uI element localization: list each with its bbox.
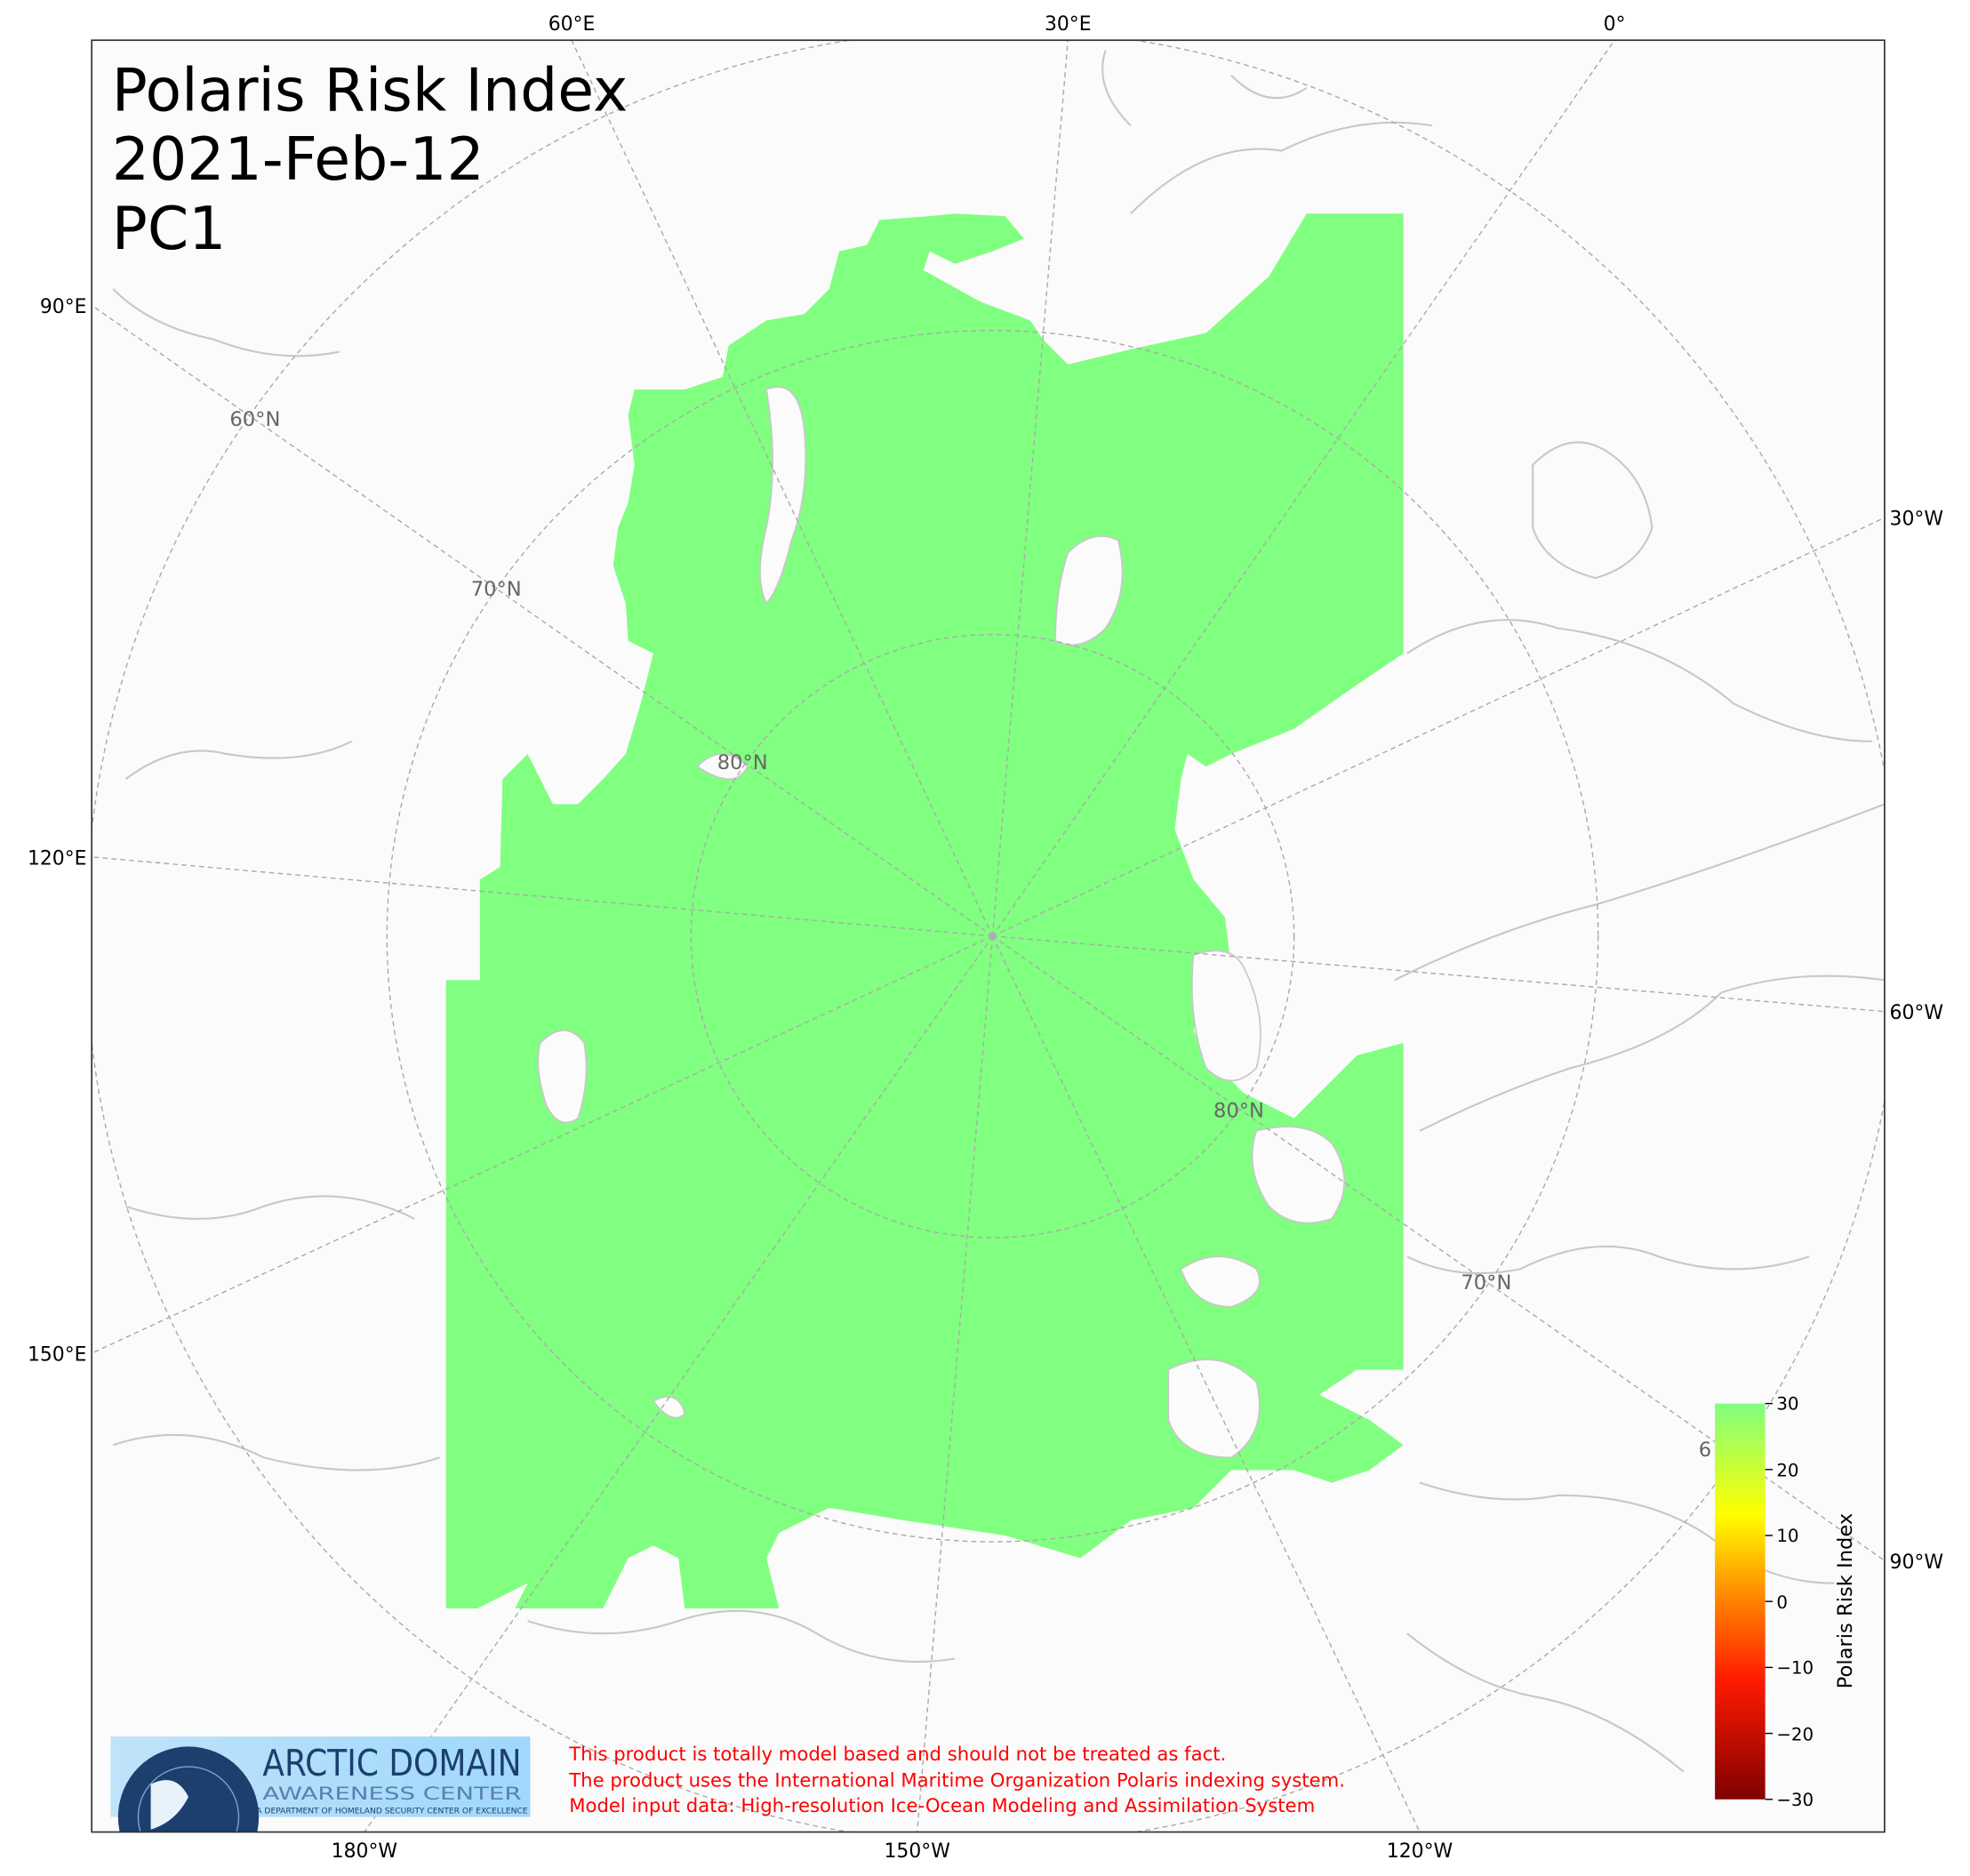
lon-label-right: 90°W (1890, 1551, 1943, 1574)
lon-label-bottom: 150°W (884, 1840, 949, 1863)
lon-label-top: 30°E (1045, 13, 1092, 36)
colorbar: 30 20 10 0 −10 −20 −30 Polaris Risk Inde… (1715, 1394, 1857, 1810)
disclaimer-line-1: This product is totally model based and … (568, 1743, 1226, 1765)
sea-ice-field (445, 213, 1404, 1608)
lon-label-bottom: 120°W (1387, 1840, 1453, 1863)
map-title: Polaris Risk Index 2021-Feb-12 PC1 (112, 55, 628, 262)
coastlines (112, 50, 1885, 1773)
colorbar-tick: 10 (1776, 1526, 1798, 1546)
graticule (92, 40, 1885, 1832)
logo-title: ARCTIC DOMAIN (262, 1742, 521, 1784)
lon-label-left: 90°E (40, 296, 87, 318)
title-line-3: PC1 (112, 194, 227, 263)
title-line-1: Polaris Risk Index (112, 55, 628, 124)
ice-land-cutouts (537, 386, 1346, 1459)
lat-label-60n: 60°N (229, 408, 280, 431)
colorbar-tick: −20 (1776, 1724, 1814, 1744)
colorbar-tick: −10 (1776, 1657, 1814, 1678)
disclaimer: This product is totally model based and … (568, 1743, 1345, 1816)
lat-label-60n-b: 6 (1699, 1439, 1711, 1462)
lon-label-top: 60°E (549, 13, 596, 36)
title-line-2: 2021-Feb-12 (112, 124, 484, 194)
lon-label-left: 150°E (28, 1344, 87, 1367)
lat-label-80n-b: 80°N (1213, 1099, 1264, 1122)
adac-logo-content: ARCTIC DOMAIN AWARENESS CENTER A DEPARTM… (117, 1742, 528, 1832)
logo-tagline: A DEPARTMENT OF HOMELAND SECURITY CENTER… (256, 1806, 527, 1815)
lon-label-right: 30°W (1890, 509, 1943, 531)
lat-label-80n: 80°N (717, 751, 768, 774)
disclaimer-line-2: The product uses the International Marit… (568, 1769, 1345, 1792)
colorbar-gradient (1715, 1403, 1766, 1800)
lon-label-bottom: 180°W (332, 1840, 397, 1863)
lat-label-70n: 70°N (471, 578, 522, 601)
colorbar-tick: 30 (1776, 1394, 1798, 1415)
lat-label-70n-b: 70°N (1461, 1271, 1511, 1295)
longitude-labels: 60°E 30°E 0° 90°E 120°E 150°E 180°W 150°… (28, 13, 1943, 1863)
axes-frame (91, 39, 1886, 1833)
colorbar-tick: 20 (1776, 1461, 1798, 1481)
map-axes: 60°N 70°N 80°N 80°N 70°N 6 ARCTIC DOMAIN… (92, 40, 1885, 1832)
colorbar-tick: −30 (1776, 1790, 1814, 1810)
colorbar-tick: 0 (1776, 1592, 1788, 1613)
lon-label-right: 60°W (1890, 1002, 1943, 1024)
lon-label-left: 120°E (28, 847, 87, 870)
disclaimer-line-3: Model input data: High-resolution Ice-Oc… (569, 1794, 1315, 1816)
latitude-labels: 60°N 70°N 80°N 80°N 70°N 6 (229, 408, 1711, 1462)
logo-subtitle: AWARENESS CENTER (262, 1784, 521, 1804)
colorbar-label: Polaris Risk Index (1834, 1513, 1857, 1689)
lon-label-top: 0° (1604, 13, 1626, 36)
